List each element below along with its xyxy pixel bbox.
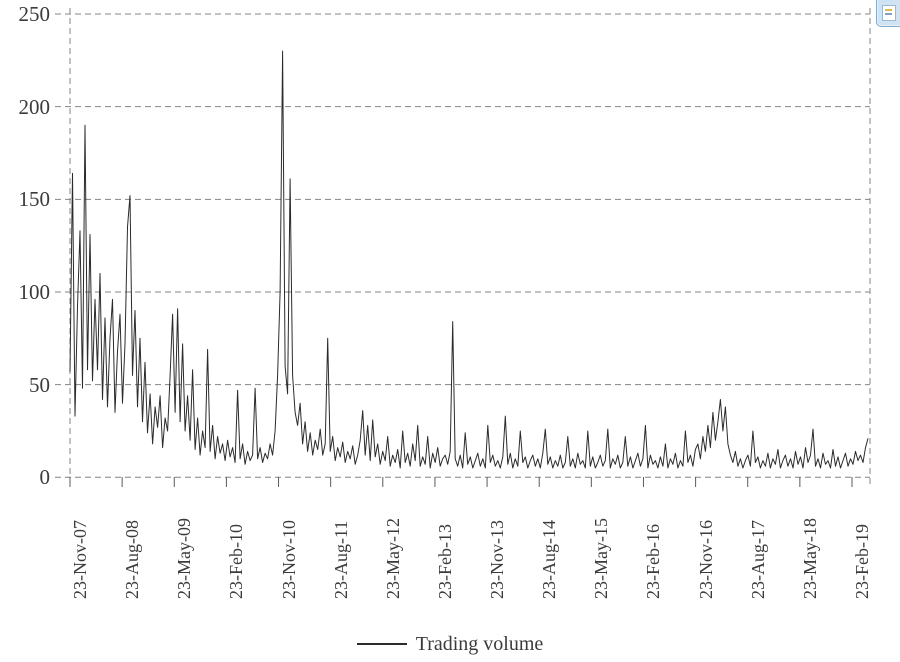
x-tick-label: 23-Nov-07	[70, 520, 90, 599]
trading-volume-chart	[55, 8, 871, 487]
y-tick-label: 200	[18, 94, 51, 119]
x-tick-label: 23-Feb-19	[852, 524, 872, 599]
y-tick-label: 50	[29, 372, 50, 397]
y-tick-label: 250	[18, 2, 51, 26]
y-tick-label: 150	[18, 187, 51, 212]
trading-volume-line	[69, 50, 869, 469]
page-icon	[882, 5, 896, 21]
clipped-corner-button[interactable]	[876, 0, 900, 27]
x-tick-label: 23-May-09	[174, 518, 195, 599]
legend-label: Trading volume	[415, 632, 544, 655]
x-tick-label: 23-Nov-16	[695, 520, 716, 599]
legend: Trading volume	[0, 630, 900, 658]
x-tick-label: 23-Feb-10	[226, 524, 247, 599]
x-tick-label: 23-May-12	[382, 518, 403, 599]
x-tick-label: 23-May-15	[591, 518, 612, 599]
x-tick-label: 23-Nov-10	[278, 520, 299, 599]
x-tick-label: 23-Aug-14	[539, 520, 560, 599]
y-tick-label: 0	[39, 465, 51, 490]
y-tick-label: 100	[18, 279, 51, 304]
x-tick-label: 23-Aug-08	[122, 520, 143, 599]
x-tick-label: 23-Feb-16	[643, 524, 664, 599]
x-tick-label: 23-Aug-17	[747, 520, 768, 599]
legend-line-sample	[356, 643, 407, 645]
x-tick-label: 23-Aug-11	[330, 520, 351, 599]
x-tick-label: 23-Nov-13	[487, 520, 508, 599]
x-tick-label: 23-May-18	[799, 518, 820, 599]
x-tick-label: 23-Feb-13	[434, 524, 455, 599]
